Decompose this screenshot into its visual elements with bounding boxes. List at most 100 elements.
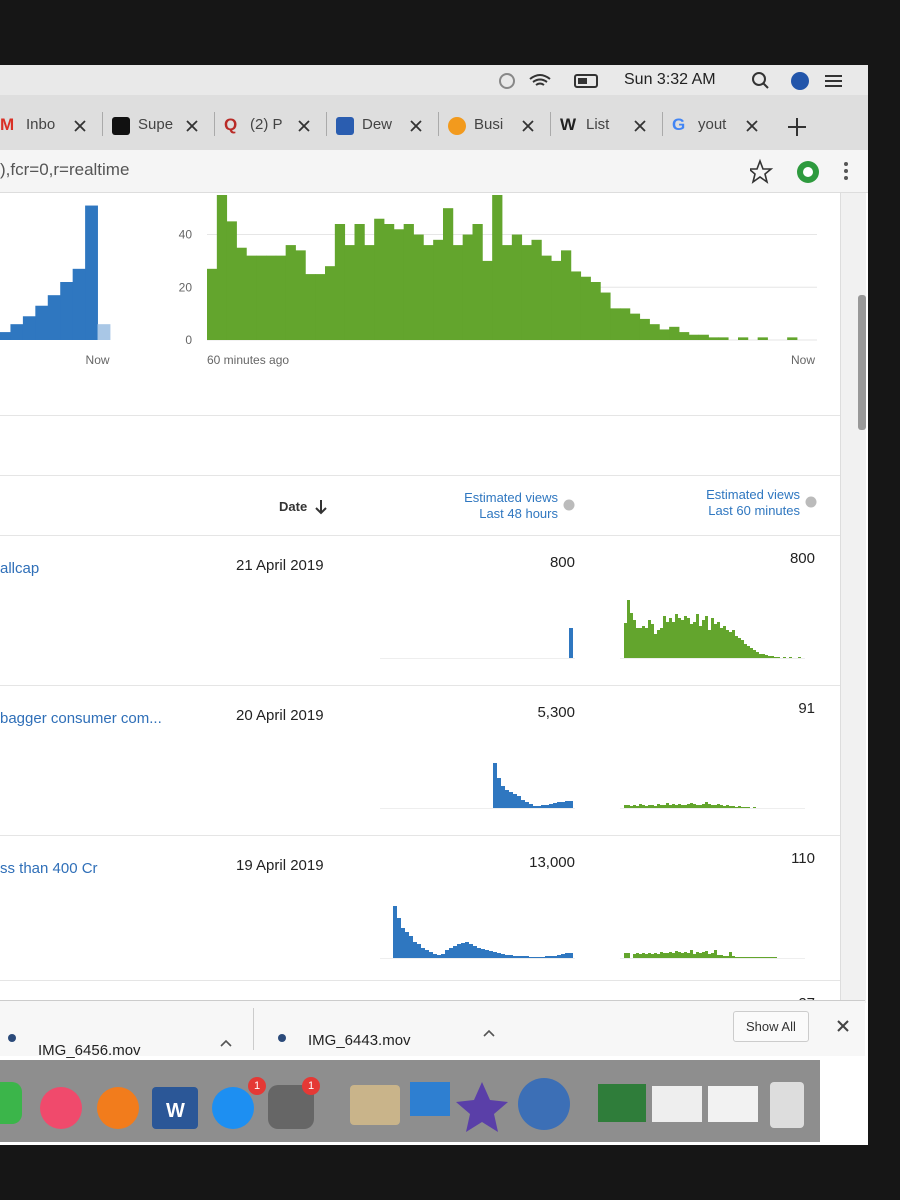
close-glyph — [522, 120, 534, 132]
spark-bar — [645, 628, 648, 658]
music-icon[interactable] — [40, 1087, 82, 1129]
tab-icon: Q — [224, 115, 238, 134]
window-thumb[interactable] — [652, 1086, 702, 1122]
spark-bar — [409, 936, 413, 958]
bar — [531, 239, 542, 340]
spark-bar — [693, 622, 696, 658]
bar — [629, 313, 641, 340]
scrollbar-thumb[interactable] — [858, 295, 866, 430]
bar — [403, 224, 414, 340]
spark-bar — [774, 657, 777, 658]
spark-bar — [681, 620, 684, 658]
tab-separator — [550, 112, 551, 136]
spark-bar — [720, 628, 723, 658]
system-preferences-icon[interactable] — [268, 1085, 314, 1129]
bar — [738, 337, 749, 340]
tab[interactable]: Supe — [112, 104, 222, 144]
spark-bar — [666, 622, 669, 658]
spark-bar — [687, 953, 690, 958]
help-icon[interactable] — [804, 495, 818, 509]
spark-bar — [545, 805, 549, 808]
show-all-button[interactable]: Show All — [733, 1011, 809, 1042]
video-title[interactable]: allcap — [0, 560, 40, 577]
header-line: Last 60 minutes — [708, 503, 800, 518]
tab-title: yout — [698, 116, 727, 133]
spark-bar — [777, 657, 780, 658]
spark-bar — [642, 626, 645, 658]
tab-close[interactable] — [186, 119, 198, 132]
facetime-icon[interactable] — [0, 1082, 22, 1124]
trash-icon[interactable] — [770, 1082, 804, 1128]
url[interactable]: ),fcr=0,r=realtime — [0, 160, 130, 179]
spark-bar — [648, 805, 651, 808]
tab[interactable]: W List — [560, 104, 670, 144]
window-thumb[interactable] — [598, 1084, 646, 1122]
download-item[interactable]: IMG_6456.mov — [8, 1028, 238, 1059]
migration-icon[interactable] — [518, 1078, 570, 1130]
spark-bar — [561, 954, 565, 958]
spark-bar — [648, 953, 651, 958]
row-divider — [0, 980, 840, 981]
tab-close[interactable] — [522, 119, 534, 132]
window-thumb[interactable] — [708, 1086, 758, 1122]
app-store-icon[interactable] — [212, 1087, 254, 1129]
views-48h-header[interactable]: Estimated views Last 48 hours — [464, 490, 558, 522]
bar — [246, 255, 257, 340]
video-title[interactable]: bagger consumer com... — [0, 710, 162, 727]
tab[interactable]: Q (2) P — [224, 104, 334, 144]
tab-close[interactable] — [410, 119, 422, 132]
download-item[interactable]: IMG_6443.mov — [278, 1028, 508, 1052]
tab[interactable]: M Inbo — [0, 104, 110, 144]
bar — [620, 308, 631, 340]
tab[interactable]: Busi — [448, 104, 558, 144]
date-header[interactable]: Date — [279, 499, 308, 514]
close-downloads[interactable] — [835, 1018, 851, 1034]
bar — [561, 250, 572, 340]
spark-bar — [726, 630, 729, 658]
tab-icon — [336, 117, 354, 135]
spark-bar — [553, 956, 557, 958]
spark-bar — [699, 626, 702, 658]
tab-close[interactable] — [634, 119, 646, 132]
spark-bar — [660, 628, 663, 658]
spark-bar — [565, 801, 569, 808]
spark-bar — [642, 953, 645, 958]
file-name: IMG_6443.mov — [308, 1032, 411, 1049]
spark-bar — [633, 620, 636, 658]
spark-bar — [723, 956, 726, 958]
tab-close[interactable] — [746, 119, 758, 132]
toolbar — [0, 150, 868, 193]
spark-bar — [705, 616, 708, 658]
spark-bar — [549, 956, 553, 958]
word-icon[interactable] — [152, 1087, 198, 1129]
spark-bar — [708, 954, 711, 958]
spark-bar — [624, 623, 627, 658]
spark-bar — [687, 618, 690, 658]
spark-bar — [723, 806, 726, 808]
spark-bar — [493, 763, 497, 808]
dock-icons: W — [0, 1078, 804, 1132]
new-tab-button[interactable] — [785, 115, 809, 139]
notification-badge: 1 — [302, 1077, 320, 1095]
books-icon[interactable] — [97, 1087, 139, 1129]
spark-bar — [738, 638, 741, 658]
upload-date: 20 April 2019 — [236, 707, 324, 724]
spark-bar — [537, 957, 541, 958]
spark-bar — [735, 636, 738, 658]
sparklines — [380, 600, 805, 959]
spark-bar — [756, 652, 759, 658]
spark-bar — [549, 804, 553, 808]
views-60m-header[interactable]: Estimated views Last 60 minutes — [706, 487, 800, 519]
tab[interactable]: Dew — [336, 104, 446, 144]
keynote-icon[interactable] — [410, 1082, 450, 1116]
file-icon — [8, 1034, 16, 1042]
imovie-icon[interactable] — [456, 1082, 508, 1132]
row-divider — [0, 535, 840, 536]
tab-close[interactable] — [298, 119, 310, 132]
tab-close[interactable] — [74, 119, 86, 132]
help-icon[interactable] — [562, 498, 576, 512]
spark-bar — [708, 630, 711, 658]
preview-icon[interactable] — [350, 1085, 400, 1125]
video-title[interactable]: ss than 400 Cr — [0, 860, 98, 877]
